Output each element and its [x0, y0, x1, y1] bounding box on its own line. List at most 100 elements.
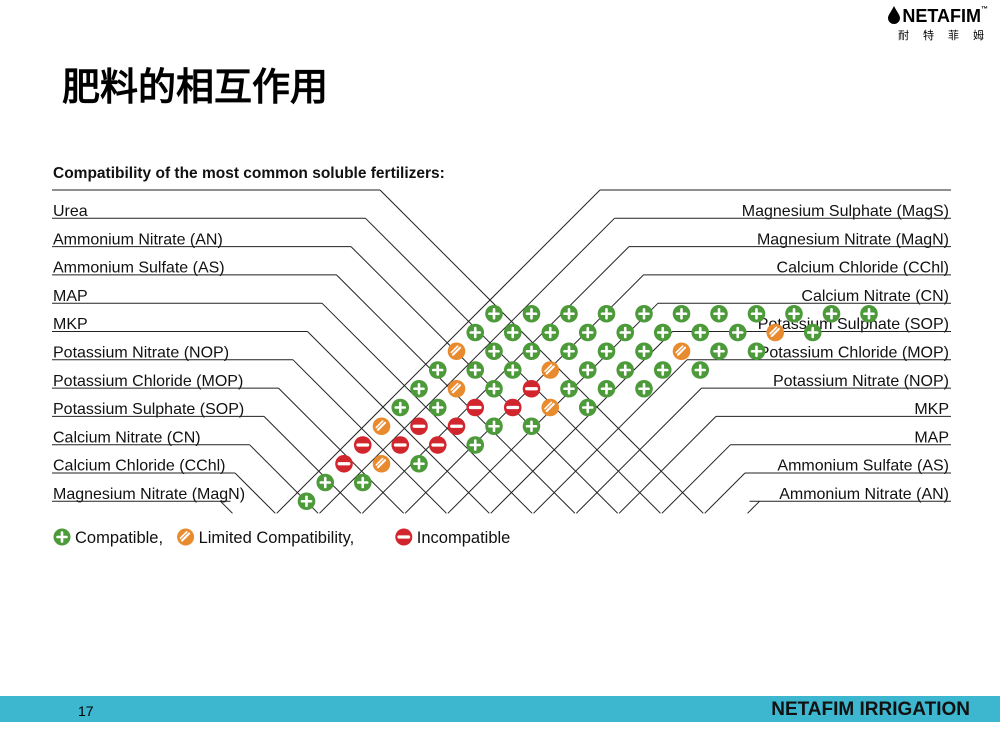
compatible-icon	[616, 323, 635, 342]
compatible-icon	[391, 398, 410, 417]
lattice-diagonal	[278, 387, 405, 514]
lattice-diagonal	[618, 416, 717, 514]
compatible-icon	[522, 342, 541, 361]
compatible-icon	[316, 473, 335, 492]
legend-label: Compatible,	[75, 529, 163, 547]
cell-glyph-stroke	[375, 457, 384, 466]
compatible-icon	[428, 361, 447, 379]
page-number: 17	[78, 703, 94, 719]
compatible-icon	[578, 398, 597, 417]
right-fertilizer-label: Calcium Nitrate (CN)	[801, 288, 949, 305]
lattice-diagonal	[747, 500, 760, 514]
compatible-icon	[503, 361, 522, 379]
cell-glyph-stroke	[375, 420, 384, 429]
limited-compatibility-icon	[372, 417, 391, 436]
slide-title: 肥料的相互作用	[62, 65, 329, 109]
compatible-icon	[747, 304, 766, 323]
limited-compatibility-icon	[541, 398, 560, 417]
compatible-icon	[785, 304, 803, 323]
compatible-icon	[466, 323, 485, 342]
lattice-diagonal	[490, 331, 673, 514]
compatible-icon	[860, 304, 878, 323]
lattice-diagonal	[234, 472, 276, 514]
left-fertilizer-label: MAP	[53, 288, 88, 305]
lattice-diagonal	[263, 416, 362, 514]
compatible-icon	[728, 323, 747, 342]
limited-compatibility-icon	[672, 342, 691, 361]
lattice-diagonal	[307, 331, 490, 514]
compatible-icon	[653, 361, 672, 379]
lattice-diagonal	[704, 472, 746, 514]
left-fertilizer-label: Potassium Nitrate (NOP)	[53, 345, 229, 362]
right-fertilizer-label: Calcium Chloride (CChl)	[777, 260, 949, 277]
limited-compatibility-icon	[372, 454, 391, 473]
compatible-icon	[485, 304, 503, 323]
left-fertilizer-label: Potassium Chloride (MOP)	[53, 373, 243, 390]
left-fertilizer-label: Magnesium Nitrate (MagN)	[53, 486, 245, 503]
right-fertilizer-label: Ammonium Nitrate (AN)	[779, 486, 949, 503]
compatible-icon	[578, 361, 597, 379]
lattice-diagonal	[321, 302, 533, 514]
compatible-icon	[597, 342, 616, 361]
logo-trademark: ™	[981, 6, 988, 13]
logo-name: NETAFIM	[902, 6, 981, 26]
compatible-icon	[803, 323, 822, 342]
compatible-icon	[672, 304, 691, 323]
compatible-icon	[522, 417, 541, 436]
cell-glyph-stroke	[450, 382, 459, 391]
left-fertilizer-label: MKP	[53, 316, 88, 333]
chart-title: Compatibility of the most common soluble…	[53, 165, 445, 182]
compatible-icon	[485, 379, 503, 398]
cell-glyph-stroke	[451, 384, 462, 394]
compatible-icon	[466, 361, 485, 379]
lattice-diagonal	[361, 246, 630, 514]
cell-glyph-stroke	[451, 346, 462, 356]
incompatible-icon	[503, 398, 522, 417]
left-fertilizer-label: Urea	[53, 203, 88, 220]
compatible-icon	[635, 304, 653, 323]
compatible-icon	[560, 379, 578, 398]
limited-compatibility-icon	[447, 342, 466, 361]
compatible-icon	[503, 323, 522, 342]
left-fertilizer-label: Potassium Sulphate (SOP)	[53, 401, 244, 418]
right-fertilizer-label: MAP	[914, 429, 949, 446]
legend-label: Limited Compatibility,	[199, 529, 355, 547]
compatible-icon	[560, 342, 578, 361]
compatible-icon	[691, 323, 710, 342]
right-fertilizer-label: Potassium Sulphate (SOP)	[758, 316, 949, 333]
compatible-icon	[597, 304, 616, 323]
incompatible-icon	[428, 436, 447, 454]
compatible-icon	[522, 304, 541, 323]
right-fertilizer-label: Magnesium Sulphate (MagS)	[742, 203, 949, 220]
cell-glyph-stroke	[544, 363, 553, 373]
compatible-icon	[428, 398, 447, 417]
compatible-icon	[635, 379, 653, 398]
right-fertilizer-label: Magnesium Nitrate (MagN)	[757, 231, 949, 248]
left-fertilizer-label: Ammonium Sulfate (AS)	[53, 260, 225, 277]
lattice-diagonal	[292, 359, 447, 514]
legend-label: Incompatible	[417, 529, 511, 547]
compatible-icon	[822, 304, 841, 323]
cell-glyph-stroke	[770, 327, 780, 338]
logo-wordmark: NETAFIM™	[888, 6, 988, 27]
compatible-icon	[691, 361, 710, 379]
incompatible-icon	[466, 398, 485, 417]
lattice-diagonal	[220, 500, 233, 514]
cell-glyph-stroke	[675, 345, 684, 354]
compatible-icon	[747, 342, 766, 361]
compatible-icon	[297, 492, 316, 511]
incompatible-icon	[522, 379, 541, 398]
compatibility-chart: Compatibility of the most common soluble…	[52, 165, 951, 547]
cell-glyph-stroke	[450, 345, 459, 354]
compatible-icon	[578, 323, 597, 342]
cell-glyph-stroke	[769, 326, 778, 335]
compatible-icon	[560, 304, 578, 323]
footer-bar	[0, 696, 1000, 722]
lattice-diagonal	[276, 189, 601, 514]
limited-compatibility-icon	[541, 361, 560, 379]
compatible-icon	[653, 323, 672, 342]
cell-glyph-stroke	[545, 402, 555, 413]
lattice-diagonal	[379, 189, 704, 514]
footer-brand: NETAFIM IRRIGATION	[771, 699, 970, 720]
compatible-icon	[410, 379, 428, 398]
